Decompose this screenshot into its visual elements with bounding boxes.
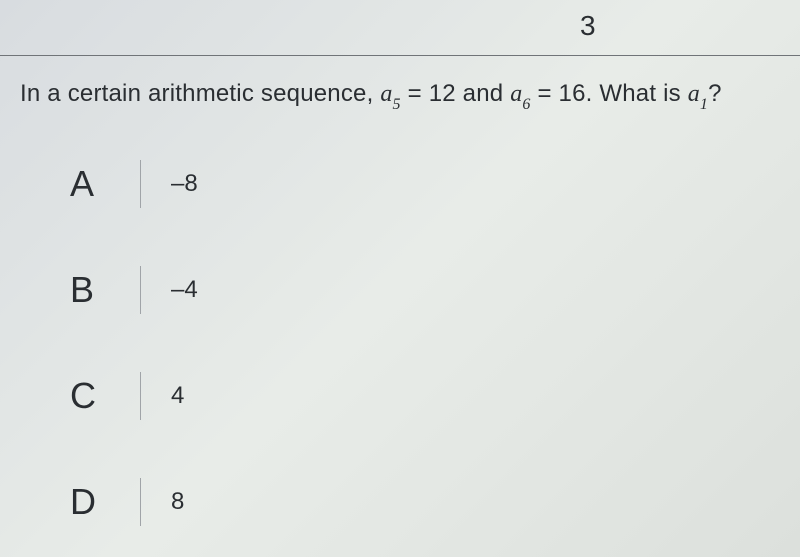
- ask-var: a: [688, 81, 700, 107]
- term2-var: a: [510, 81, 522, 107]
- choice-value: 4: [171, 382, 184, 410]
- eq1: =: [401, 80, 429, 107]
- question-prefix: In a certain arithmetic sequence,: [20, 80, 380, 107]
- ask-prefix: . What is: [586, 80, 688, 107]
- choice-divider: [140, 160, 141, 208]
- val1: 12: [429, 80, 456, 107]
- term1-var: a: [380, 81, 392, 107]
- question-text: In a certain arithmetic sequence, a5 = 1…: [20, 80, 722, 112]
- header-divider: [0, 55, 800, 56]
- answer-choices: A –8 B –4 C 4 D 8: [70, 160, 198, 526]
- term1-sub: 5: [393, 96, 401, 113]
- ask-sub: 1: [700, 96, 708, 113]
- choice-divider: [140, 478, 141, 526]
- choice-value: –8: [171, 170, 198, 198]
- choice-b[interactable]: B –4: [70, 266, 198, 314]
- page-number: 3: [580, 10, 596, 42]
- and-text: and: [456, 80, 510, 107]
- val2: 16: [559, 80, 586, 107]
- eq2: =: [531, 80, 559, 107]
- choice-letter: C: [70, 375, 140, 417]
- choice-letter: D: [70, 481, 140, 523]
- choice-value: –4: [171, 276, 198, 304]
- choice-letter: A: [70, 163, 140, 205]
- choice-divider: [140, 372, 141, 420]
- choice-value: 8: [171, 488, 184, 516]
- choice-c[interactable]: C 4: [70, 372, 198, 420]
- choice-letter: B: [70, 269, 140, 311]
- choice-a[interactable]: A –8: [70, 160, 198, 208]
- choice-d[interactable]: D 8: [70, 478, 198, 526]
- term2-sub: 6: [522, 96, 530, 113]
- ask-suffix: ?: [708, 80, 722, 107]
- choice-divider: [140, 266, 141, 314]
